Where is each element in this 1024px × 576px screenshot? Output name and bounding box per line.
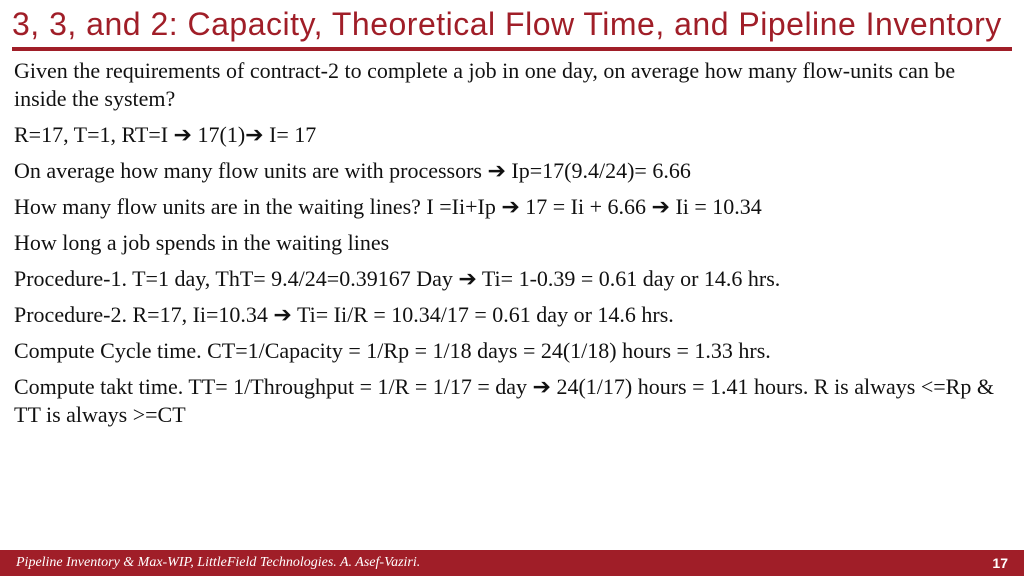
slide-title: 3, 3, and 2: Capacity, Theoretical Flow … bbox=[12, 6, 1012, 43]
body-paragraph: Procedure-1. T=1 day, ThT= 9.4/24=0.3916… bbox=[14, 265, 1010, 293]
page-number: 17 bbox=[992, 555, 1008, 571]
body-paragraph: On average how many flow units are with … bbox=[14, 157, 1010, 185]
footer-text: Pipeline Inventory & Max-WIP, LittleFiel… bbox=[16, 555, 420, 571]
body-paragraph: Compute takt time. TT= 1/Throughput = 1/… bbox=[14, 373, 1010, 429]
slide: 3, 3, and 2: Capacity, Theoretical Flow … bbox=[0, 0, 1024, 576]
body-paragraph: Compute Cycle time. CT=1/Capacity = 1/Rp… bbox=[14, 337, 1010, 365]
body-paragraph: R=17, T=1, RT=I ➔ 17(1)➔ I= 17 bbox=[14, 121, 1010, 149]
slide-body: Given the requirements of contract-2 to … bbox=[0, 57, 1024, 429]
body-paragraph: How many flow units are in the waiting l… bbox=[14, 193, 1010, 221]
body-paragraph: Procedure-2. R=17, Ii=10.34 ➔ Ti= Ii/R =… bbox=[14, 301, 1010, 329]
body-paragraph: Given the requirements of contract-2 to … bbox=[14, 57, 1010, 113]
title-rule bbox=[12, 47, 1012, 51]
slide-footer: Pipeline Inventory & Max-WIP, LittleFiel… bbox=[0, 550, 1024, 576]
title-wrap: 3, 3, and 2: Capacity, Theoretical Flow … bbox=[0, 0, 1024, 43]
body-paragraph: How long a job spends in the waiting lin… bbox=[14, 229, 1010, 257]
